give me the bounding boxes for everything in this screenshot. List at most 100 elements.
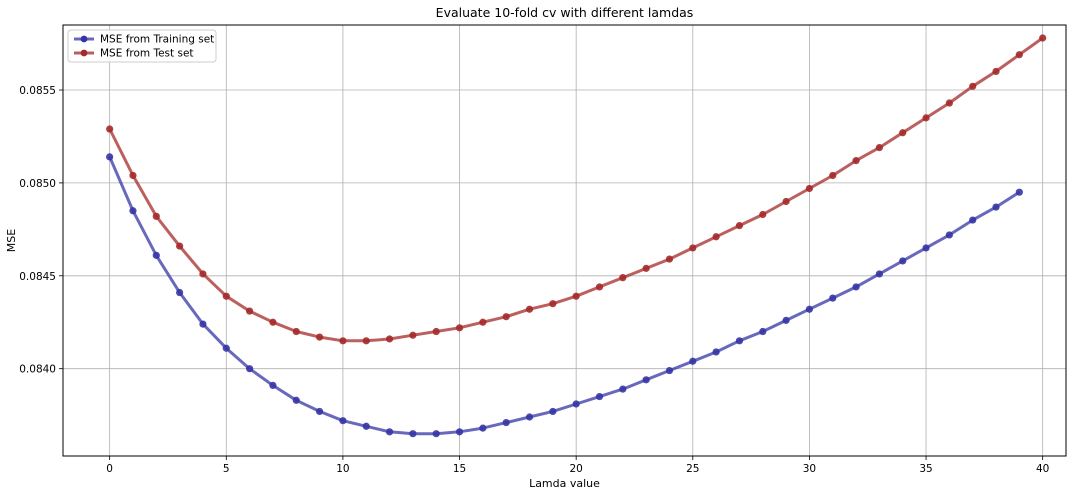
- tick-layer: 0 5 10 15 20 25 30 35 40 0.0840 0.0845 0.0850 0.0855: [19, 85, 1049, 475]
- data-point: [642, 376, 650, 384]
- data-point: [619, 385, 627, 393]
- y-tick-label: 0.0845: [19, 271, 56, 283]
- data-point: [712, 233, 720, 241]
- data-point: [899, 129, 907, 137]
- legend-box: [67, 29, 217, 63]
- data-point: [455, 324, 464, 332]
- data-point: [339, 337, 347, 345]
- legend-marker: [80, 49, 88, 57]
- x-tick-label: 35: [919, 463, 932, 475]
- y-axis-label: MSE: [5, 229, 18, 252]
- data-point: [222, 292, 230, 300]
- data-point: [479, 318, 487, 326]
- y-tick-label: 0.0850: [19, 178, 56, 190]
- data-point: [829, 171, 837, 180]
- x-tick-label: 30: [803, 463, 816, 475]
- data-point: [899, 257, 907, 265]
- data-point: [922, 114, 930, 122]
- data-point: [712, 348, 720, 356]
- x-tick-label: 40: [1036, 463, 1049, 475]
- data-point: [922, 244, 930, 252]
- data-point: [875, 270, 883, 278]
- data-point: [269, 318, 277, 326]
- data-point: [665, 255, 674, 263]
- data-point: [129, 207, 137, 215]
- y-tick-label: 0.0840: [19, 364, 56, 376]
- data-point: [106, 125, 114, 133]
- data-point: [595, 283, 604, 291]
- data-point: [595, 392, 604, 401]
- data-point: [385, 335, 394, 343]
- data-point: [992, 203, 1000, 211]
- data-point: [782, 197, 790, 206]
- x-axis-label: Lamda value: [529, 477, 600, 490]
- data-point: [106, 153, 114, 161]
- data-point: [735, 337, 744, 345]
- legend: MSE from Training set MSE from Test set: [67, 29, 217, 63]
- data-point: [945, 99, 953, 107]
- data-point: [176, 288, 184, 297]
- data-point: [409, 430, 417, 438]
- grid-layer: [63, 25, 1066, 456]
- series-layer: [106, 34, 1047, 438]
- data-point: [502, 313, 510, 321]
- data-point: [945, 231, 953, 239]
- data-point: [852, 157, 860, 165]
- data-point: [269, 381, 277, 390]
- data-point: [479, 424, 487, 432]
- data-point: [1039, 34, 1047, 42]
- data-point: [455, 428, 464, 436]
- data-point: [339, 417, 347, 425]
- x-tick-label: 10: [336, 463, 349, 475]
- data-point: [992, 67, 1000, 76]
- data-point: [829, 294, 837, 302]
- data-point: [735, 222, 744, 230]
- x-tick-label: 25: [686, 463, 699, 475]
- data-point: [1015, 188, 1023, 196]
- data-point: [176, 242, 184, 250]
- data-point: [246, 307, 254, 315]
- plot-frame: [62, 24, 1067, 457]
- data-point: [362, 337, 370, 345]
- data-point: [362, 422, 370, 430]
- chart-title: Evaluate 10-fold cv with different lamda…: [436, 5, 694, 20]
- data-point: [222, 344, 230, 352]
- data-point: [969, 216, 977, 224]
- legend-item: MSE from Test set: [74, 48, 194, 60]
- data-point: [432, 327, 440, 336]
- data-point: [409, 331, 417, 339]
- data-point: [689, 357, 697, 365]
- data-point: [152, 251, 160, 259]
- series-line: [108, 156, 1021, 436]
- data-point: [782, 316, 790, 324]
- data-point: [969, 82, 977, 90]
- data-point: [759, 327, 767, 336]
- data-point: [619, 274, 627, 282]
- data-point: [502, 418, 510, 427]
- data-point: [292, 396, 300, 404]
- data-point: [572, 400, 580, 408]
- data-point: [689, 244, 697, 252]
- y-tick-label: 0.0855: [19, 85, 56, 97]
- data-point: [199, 270, 207, 278]
- legend-marker: [80, 35, 88, 43]
- data-point: [1015, 51, 1023, 59]
- data-point: [525, 413, 534, 421]
- data-point: [572, 292, 580, 300]
- data-point: [852, 283, 860, 291]
- series-test: [106, 34, 1047, 345]
- data-point: [152, 212, 160, 220]
- data-point: [549, 407, 557, 416]
- x-tick-label: 20: [569, 463, 582, 475]
- data-point: [642, 264, 650, 272]
- x-tick-label: 0: [106, 463, 113, 475]
- data-point: [315, 407, 324, 416]
- data-point: [385, 428, 394, 436]
- data-point: [759, 210, 767, 219]
- legend-item: MSE from Training set: [74, 34, 214, 46]
- series-training: [106, 153, 1023, 438]
- data-point: [805, 184, 814, 193]
- data-point: [875, 144, 883, 152]
- data-point: [292, 327, 300, 336]
